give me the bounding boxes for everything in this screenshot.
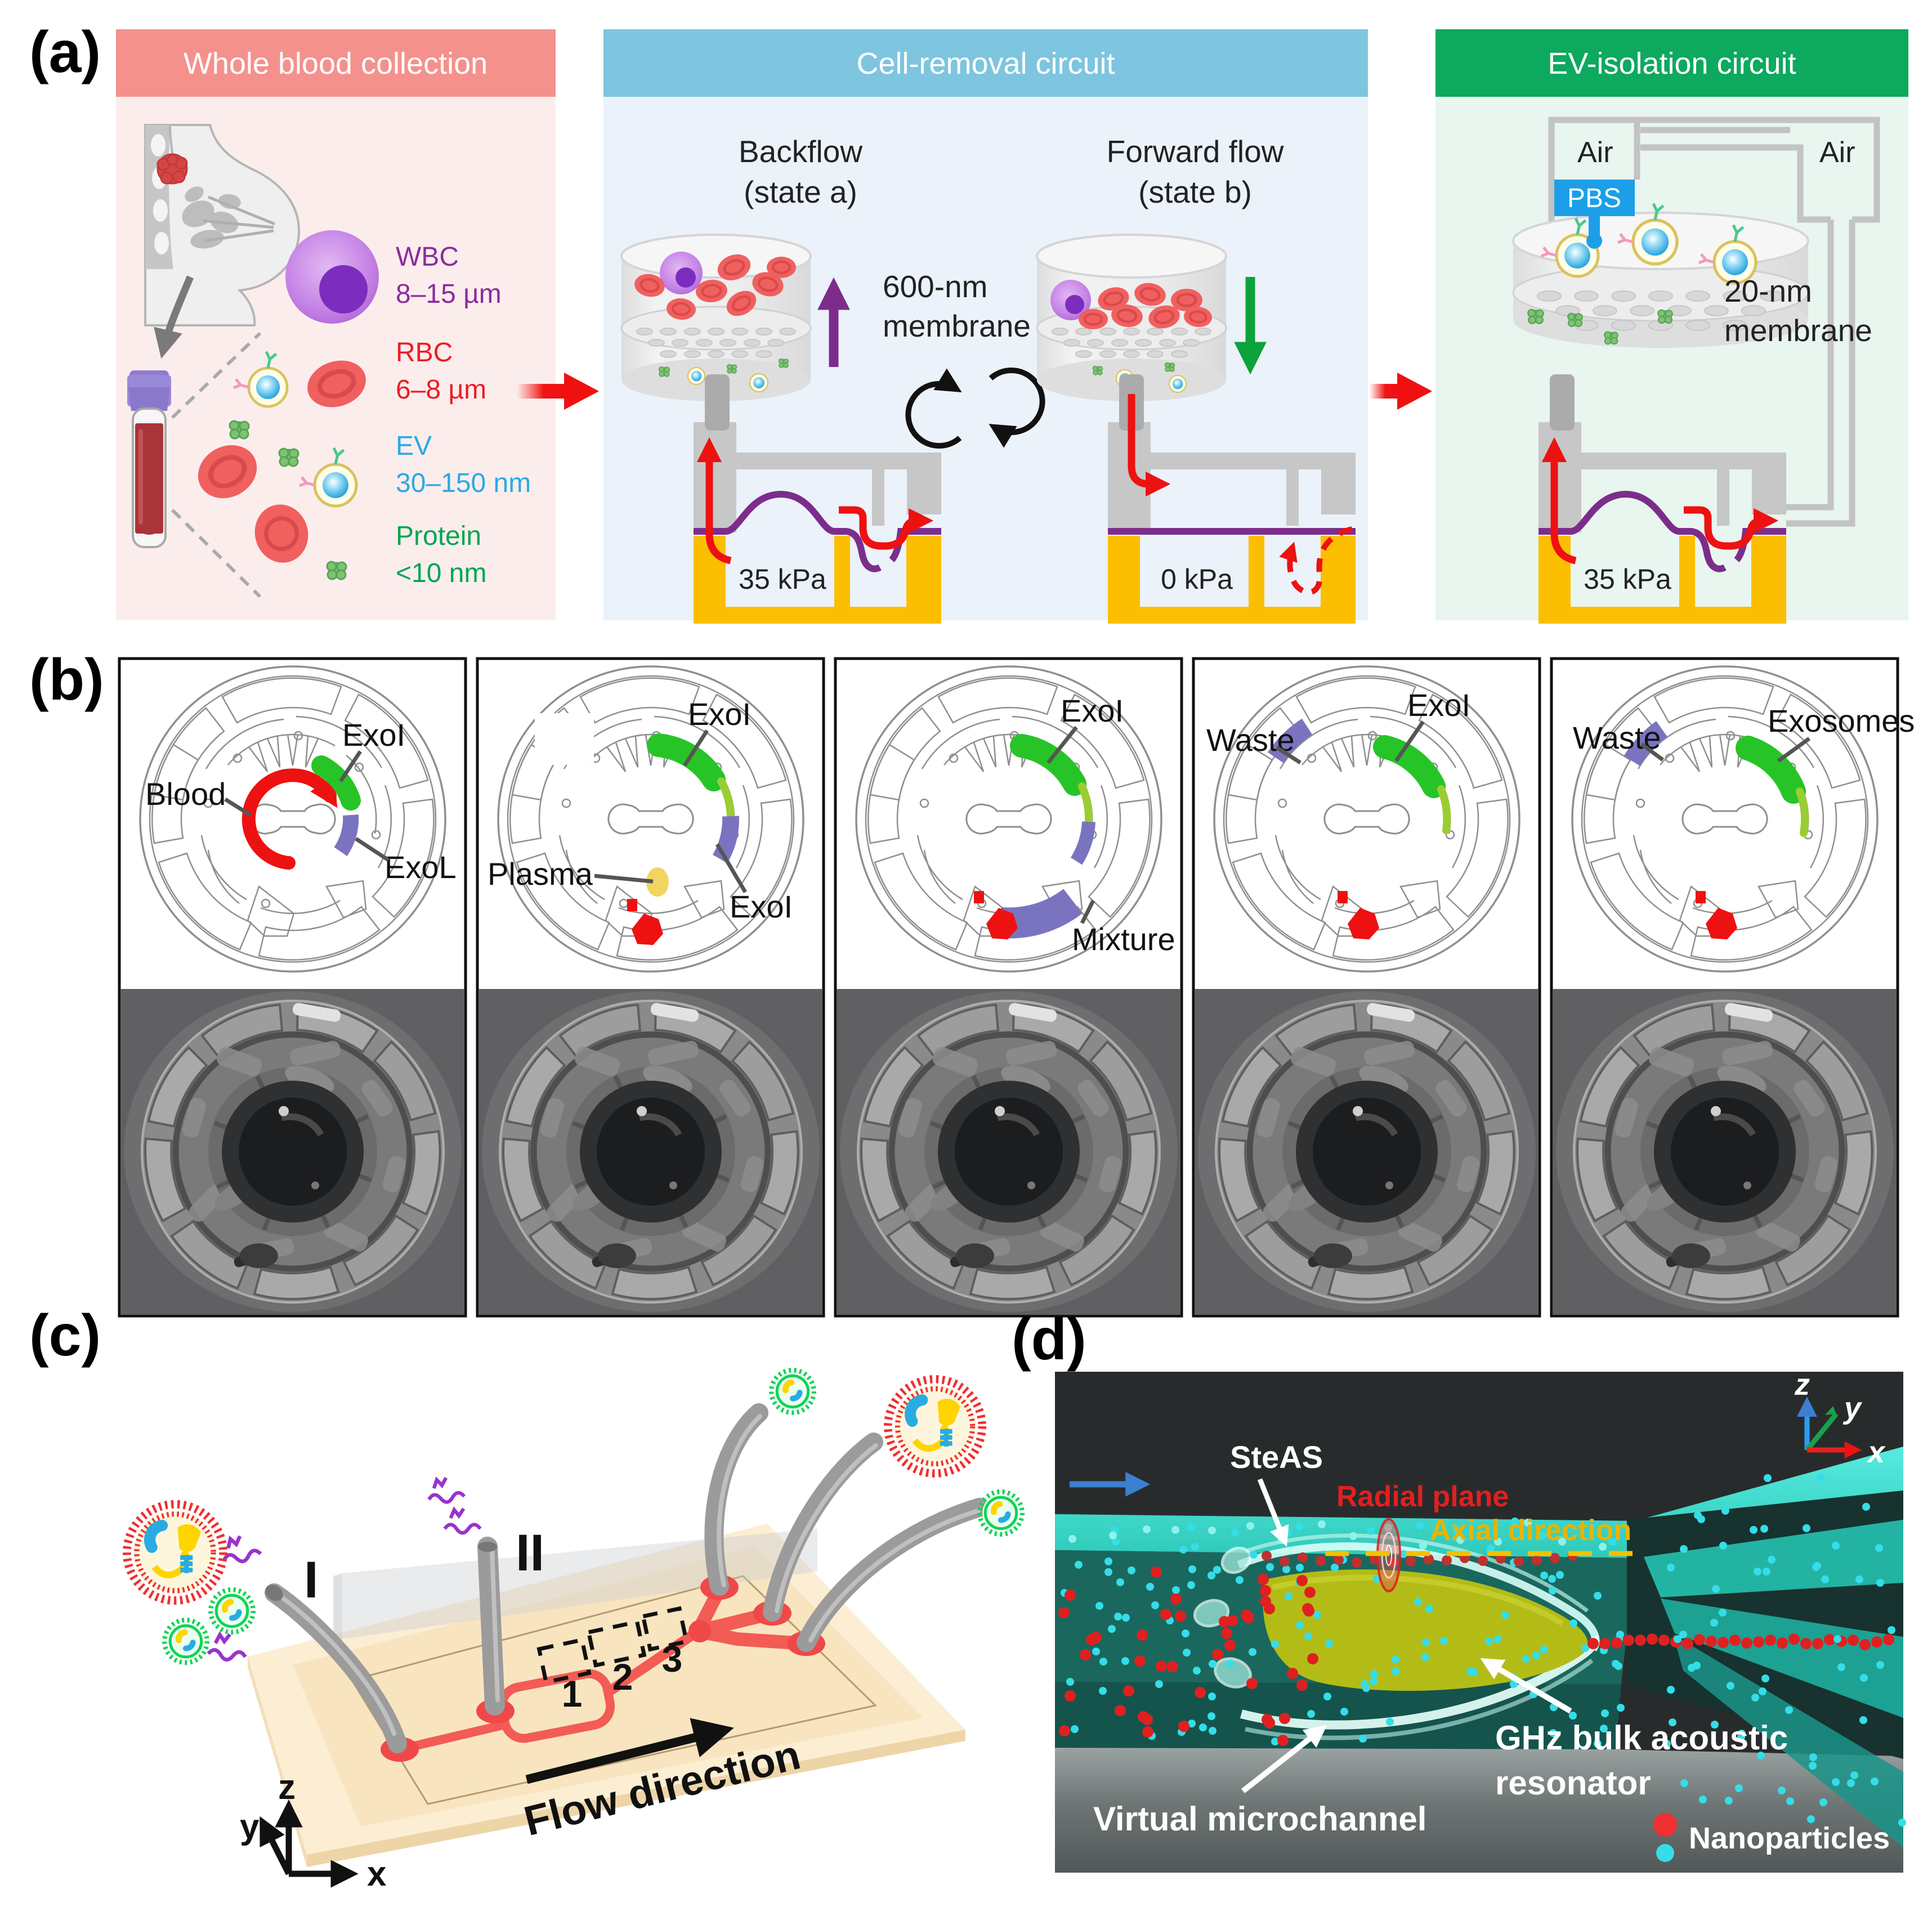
svg-text:I: I — [304, 1551, 319, 1609]
svg-text:WBC: WBC — [396, 242, 459, 272]
svg-text:Plasma: Plasma — [488, 856, 593, 892]
svg-text:Whole blood collection: Whole blood collection — [184, 47, 488, 80]
svg-text:Exosomes: Exosomes — [1768, 703, 1915, 738]
svg-text:(b): (b) — [29, 647, 104, 713]
svg-text:Axial direction: Axial direction — [1430, 1514, 1631, 1547]
svg-text:Mixture: Mixture — [1072, 921, 1175, 957]
svg-text:Backflow: Backflow — [739, 134, 862, 169]
svg-text:PBS: PBS — [1567, 183, 1621, 213]
svg-text:6–8 µm: 6–8 µm — [396, 375, 486, 405]
svg-text:0 kPa: 0 kPa — [1161, 563, 1233, 595]
svg-text:(state b): (state b) — [1138, 174, 1252, 209]
svg-text:y: y — [240, 1807, 260, 1846]
svg-text:(state a): (state a) — [744, 174, 857, 209]
svg-text:y: y — [1842, 1391, 1863, 1425]
svg-text:(d): (d) — [1012, 1307, 1086, 1372]
svg-text:2: 2 — [612, 1656, 633, 1698]
svg-text:EV-isolation circuit: EV-isolation circuit — [1548, 47, 1796, 80]
svg-text:II: II — [516, 1524, 544, 1582]
svg-text:Air: Air — [1819, 136, 1855, 169]
svg-text:<10 nm: <10 nm — [396, 558, 486, 588]
svg-text:z: z — [1794, 1368, 1810, 1402]
svg-text:ExoI: ExoI — [688, 696, 751, 732]
svg-text:Forward flow: Forward flow — [1107, 134, 1284, 169]
svg-text:RBC: RBC — [396, 338, 453, 368]
svg-text:30–150 nm: 30–150 nm — [396, 468, 531, 498]
svg-text:x: x — [1866, 1435, 1886, 1469]
svg-text:Radial plane: Radial plane — [1336, 1480, 1509, 1513]
svg-text:z: z — [278, 1768, 296, 1807]
svg-text:GHz bulk acoustic: GHz bulk acoustic — [1495, 1719, 1788, 1757]
svg-text:membrane: membrane — [883, 308, 1031, 343]
svg-text:ExoI: ExoI — [1061, 693, 1124, 728]
svg-text:Air: Air — [1577, 136, 1613, 169]
svg-text:(c): (c) — [29, 1303, 101, 1368]
svg-text:600-nm: 600-nm — [883, 269, 987, 304]
svg-text:1: 1 — [562, 1673, 583, 1714]
svg-text:SteAS: SteAS — [1230, 1439, 1323, 1475]
svg-text:3: 3 — [662, 1638, 683, 1680]
svg-text:Protein: Protein — [396, 521, 481, 551]
svg-text:EV: EV — [396, 431, 432, 461]
svg-text:Virtual microchannel: Virtual microchannel — [1093, 1800, 1426, 1838]
svg-text:35 kPa: 35 kPa — [1584, 563, 1671, 595]
svg-text:Nanoparticles: Nanoparticles — [1689, 1821, 1890, 1855]
svg-text:8–15 µm: 8–15 µm — [396, 279, 502, 309]
svg-text:membrane: membrane — [1724, 313, 1872, 348]
svg-text:(a): (a) — [29, 20, 101, 85]
svg-text:ExoI: ExoI — [730, 889, 793, 924]
svg-text:ExoI: ExoI — [1407, 687, 1470, 723]
svg-text:x: x — [367, 1855, 387, 1893]
svg-text:Cell-removal circuit: Cell-removal circuit — [856, 47, 1115, 80]
svg-text:35 kPa: 35 kPa — [739, 563, 826, 595]
svg-text:20-nm: 20-nm — [1724, 274, 1812, 308]
svg-text:Blood: Blood — [145, 776, 226, 812]
svg-text:resonator: resonator — [1495, 1764, 1651, 1802]
svg-text:ExoI: ExoI — [342, 717, 405, 753]
svg-text:ExoL: ExoL — [384, 849, 457, 885]
